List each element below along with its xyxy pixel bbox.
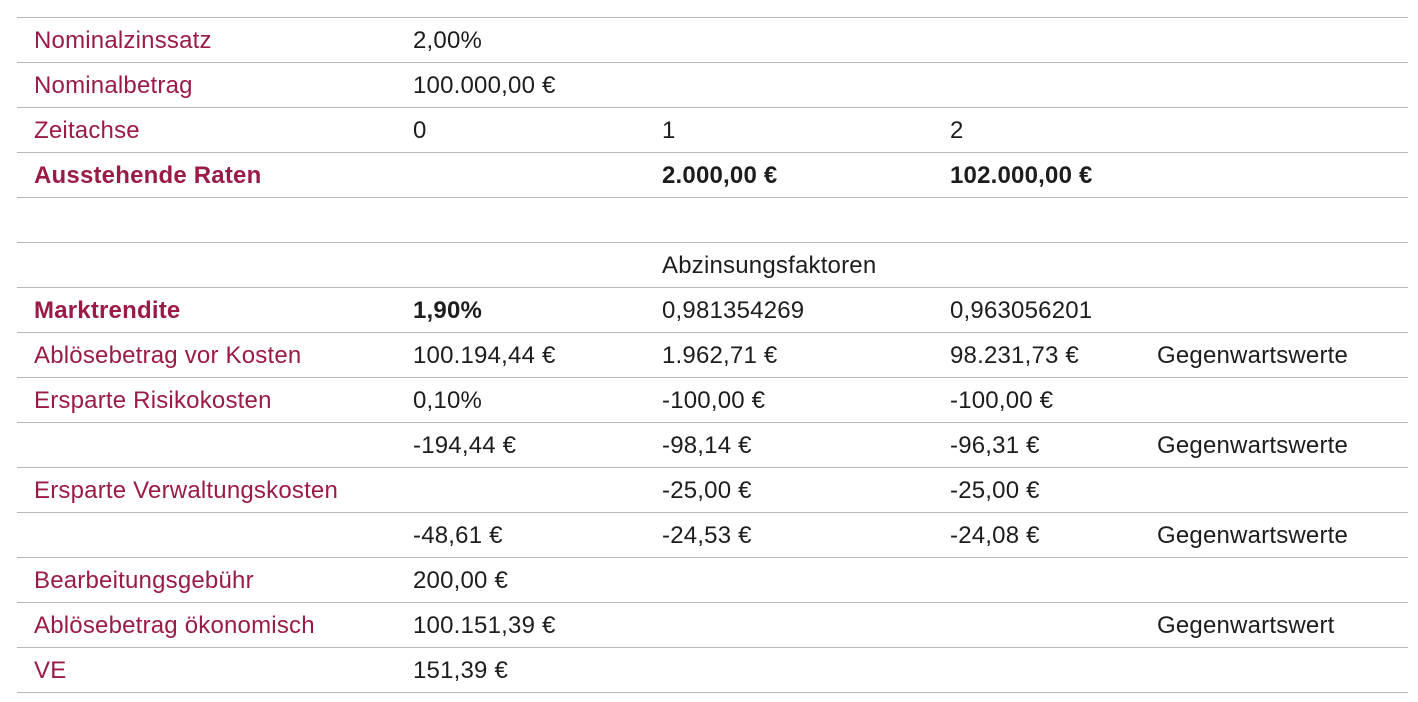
row-label bbox=[17, 264, 413, 266]
value-cell-c4 bbox=[950, 219, 1157, 221]
row-label: VE bbox=[34, 657, 67, 683]
value-cell-c5 bbox=[1157, 174, 1408, 176]
row-label: Marktrendite bbox=[34, 297, 181, 323]
row-label: Ablösebetrag vor Kosten bbox=[34, 342, 302, 368]
value-cell-c5 bbox=[1157, 84, 1408, 86]
value-cell-c3: 0,981354269 bbox=[662, 297, 805, 323]
table-row: Marktrendite 1,90% 0,981354269 0,963056201 bbox=[17, 287, 1408, 332]
value-cell-c2: -194,44 € bbox=[413, 432, 517, 458]
value-cell-c4 bbox=[950, 579, 1157, 581]
table-row: Ablösebetrag vor Kosten 100.194,44 € 1.962… bbox=[17, 332, 1408, 377]
value-cell-c5: Gegenwartswert bbox=[1157, 612, 1335, 638]
value-cell-c5 bbox=[1157, 309, 1408, 311]
value-cell-c4: 0,963056201 bbox=[950, 297, 1093, 323]
value-cell-c2 bbox=[413, 219, 662, 221]
value-cell-c3 bbox=[662, 624, 950, 626]
value-cell-c5 bbox=[1157, 219, 1408, 221]
value-cell-c3 bbox=[662, 579, 950, 581]
row-label bbox=[17, 534, 413, 536]
value-cell-c3: 2.000,00 € bbox=[662, 162, 778, 188]
table-row: -48,61 € -24,53 € -24,08 € Gegenwartswerte bbox=[17, 512, 1408, 557]
value-cell-c5 bbox=[1157, 39, 1408, 41]
calc-table: Nominalzinssatz 2,00% Nominalbetrag 100.000… bbox=[17, 17, 1408, 693]
value-cell-c2: 0,10% bbox=[413, 387, 483, 413]
row-label: Ausstehende Raten bbox=[34, 162, 262, 188]
value-cell-c5: Gegenwartswerte bbox=[1157, 432, 1349, 458]
row-label: Ersparte Risikokosten bbox=[34, 387, 272, 413]
value-cell-c2: 100.194,44 € bbox=[413, 342, 556, 368]
value-cell-c3: Abzinsungsfaktoren bbox=[662, 252, 877, 278]
row-label: Nominalbetrag bbox=[34, 72, 193, 98]
value-cell-c4 bbox=[950, 669, 1157, 671]
row-label: Ablösebetrag ökonomisch bbox=[34, 612, 315, 638]
value-cell-c4: -24,08 € bbox=[950, 522, 1040, 548]
value-cell-c5 bbox=[1157, 489, 1408, 491]
value-cell-c3: -24,53 € bbox=[662, 522, 752, 548]
value-cell-c5: Gegenwartswerte bbox=[1157, 342, 1349, 368]
value-cell-c2: 100.000,00 € bbox=[413, 72, 556, 98]
value-cell-c5 bbox=[1157, 579, 1408, 581]
value-cell-c2: -48,61 € bbox=[413, 522, 503, 548]
table-row: Bearbeitungsgebühr 200,00 € bbox=[17, 557, 1408, 602]
table-row: Nominalbetrag 100.000,00 € bbox=[17, 62, 1408, 107]
value-cell-c2 bbox=[413, 489, 662, 491]
value-cell-c3: -100,00 € bbox=[662, 387, 766, 413]
table-row: VE 151,39 € bbox=[17, 647, 1408, 693]
value-cell-c4 bbox=[950, 84, 1157, 86]
value-cell-c3 bbox=[662, 84, 950, 86]
value-cell-c3: 1 bbox=[662, 117, 676, 143]
table-row: Nominalzinssatz 2,00% bbox=[17, 17, 1408, 62]
value-cell-c2 bbox=[413, 264, 662, 266]
value-cell-c2: 1,90% bbox=[413, 297, 483, 323]
table-row: Ausstehende Raten 2.000,00 € 102.000,00 € bbox=[17, 152, 1408, 197]
value-cell-c4 bbox=[950, 624, 1157, 626]
value-cell-c3: -25,00 € bbox=[662, 477, 752, 503]
value-cell-c2: 100.151,39 € bbox=[413, 612, 556, 638]
row-label bbox=[17, 219, 413, 221]
value-cell-c5 bbox=[1157, 669, 1408, 671]
table-row: Ablösebetrag ökonomisch 100.151,39 € Gegen… bbox=[17, 602, 1408, 647]
value-cell-c4: -100,00 € bbox=[950, 387, 1054, 413]
value-cell-c3: 1.962,71 € bbox=[662, 342, 778, 368]
row-label: Nominalzinssatz bbox=[34, 27, 212, 53]
table-row: Zeitachse 0 1 2 bbox=[17, 107, 1408, 152]
table-row: Abzinsungsfaktoren bbox=[17, 242, 1408, 287]
value-cell-c4: -96,31 € bbox=[950, 432, 1040, 458]
row-label: Zeitachse bbox=[34, 117, 140, 143]
value-cell-c4 bbox=[950, 264, 1157, 266]
table-row: -194,44 € -98,14 € -96,31 € Gegenwartswerte bbox=[17, 422, 1408, 467]
value-cell-c4: 98.231,73 € bbox=[950, 342, 1079, 368]
value-cell-c3: -98,14 € bbox=[662, 432, 752, 458]
value-cell-c2: 151,39 € bbox=[413, 657, 509, 683]
value-cell-c5 bbox=[1157, 129, 1408, 131]
value-cell-c5 bbox=[1157, 264, 1408, 266]
row-label: Bearbeitungsgebühr bbox=[34, 567, 254, 593]
value-cell-c2: 200,00 € bbox=[413, 567, 509, 593]
value-cell-c5 bbox=[1157, 399, 1408, 401]
row-label: Ersparte Verwaltungskosten bbox=[34, 477, 339, 503]
value-cell-c4: 2 bbox=[950, 117, 964, 143]
value-cell-c3 bbox=[662, 39, 950, 41]
value-cell-c4: -25,00 € bbox=[950, 477, 1040, 503]
value-cell-c3 bbox=[662, 669, 950, 671]
table-row: Ersparte Verwaltungskosten -25,00 € -25,00… bbox=[17, 467, 1408, 512]
value-cell-c2: 2,00% bbox=[413, 27, 483, 53]
row-label bbox=[17, 444, 413, 446]
value-cell-c3 bbox=[662, 219, 950, 221]
table-row bbox=[17, 197, 1408, 242]
table-row: Ersparte Risikokosten 0,10% -100,00 € -100,… bbox=[17, 377, 1408, 422]
value-cell-c2: 0 bbox=[413, 117, 427, 143]
value-cell-c4 bbox=[950, 39, 1157, 41]
value-cell-c2 bbox=[413, 174, 662, 176]
value-cell-c5: Gegenwartswerte bbox=[1157, 522, 1349, 548]
value-cell-c4: 102.000,00 € bbox=[950, 162, 1093, 188]
